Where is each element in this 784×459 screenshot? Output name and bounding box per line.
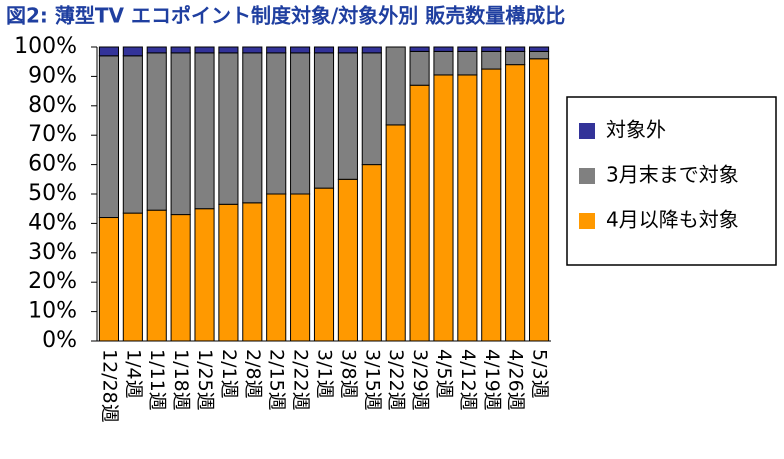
- bar-segment: [433, 74, 454, 342]
- x-tick-label: 1/4週: [122, 349, 144, 399]
- y-tick-label: 50%: [28, 181, 77, 206]
- bar-segment: [313, 187, 335, 342]
- bar-segment: [337, 178, 358, 342]
- bar-segment: [385, 124, 406, 342]
- bar-segment: [266, 193, 287, 342]
- legend-label: 4月以降も対象: [606, 208, 739, 232]
- bar-segment: [290, 46, 311, 54]
- x-tick-label: 3/15週: [361, 349, 383, 411]
- bar-segment: [146, 52, 167, 211]
- bar-segment: [433, 50, 454, 76]
- x-tick-label: 3/1週: [314, 349, 336, 399]
- y-tick-label: 20%: [28, 269, 77, 294]
- bar-segment: [146, 209, 167, 342]
- bar-segment: [194, 46, 215, 54]
- x-tick-label: 4/26週: [505, 349, 527, 411]
- y-tick-label: 90%: [28, 63, 77, 88]
- x-tick-label: 2/1週: [218, 349, 240, 399]
- bar-segment: [313, 52, 335, 189]
- bar-segment: [409, 46, 430, 52]
- bar-segment: [433, 46, 454, 52]
- bar-segment: [313, 46, 335, 54]
- x-tick-label: 12/28週: [98, 349, 120, 423]
- y-tick-label: 60%: [28, 152, 77, 177]
- bar-segment: [361, 164, 382, 342]
- x-tick-label: 5/3週: [529, 349, 551, 399]
- x-tick-label: 3/8週: [337, 349, 359, 399]
- bar-segment: [337, 52, 358, 180]
- bar-segment: [337, 46, 358, 54]
- x-tick-label: 1/18週: [170, 349, 192, 411]
- legend-swatch: [579, 123, 595, 139]
- y-tick-label: 40%: [28, 210, 77, 235]
- legend-label: 対象外: [606, 118, 666, 142]
- bar-segment: [290, 193, 311, 342]
- legend-swatch: [579, 168, 595, 184]
- bar-segment: [194, 208, 215, 342]
- x-tick-label: 4/19週: [481, 349, 503, 411]
- bar-segment: [505, 50, 526, 66]
- bar-segment: [194, 52, 215, 210]
- bar-segment: [170, 46, 191, 54]
- bar-segment: [505, 64, 526, 342]
- bar-segment: [361, 52, 382, 166]
- bar-segment: [146, 46, 167, 54]
- y-tick-label: 10%: [28, 299, 77, 324]
- x-tick-label: 1/25週: [194, 349, 216, 411]
- bar-segment: [457, 74, 478, 342]
- x-tick-label: 2/8週: [242, 349, 264, 399]
- chart-title: 図2: 薄型TV エコポイント制度対象/対象外別 販売数量構成比: [6, 4, 565, 28]
- bar-segment: [266, 52, 287, 195]
- bar-segment: [385, 46, 406, 126]
- bar-segment: [242, 52, 263, 204]
- x-tick-label: 4/5週: [433, 349, 455, 399]
- bar-segment: [528, 46, 550, 52]
- x-tick-label: 3/22週: [385, 349, 407, 411]
- bar-segment: [481, 68, 502, 342]
- y-tick-label: 70%: [28, 122, 77, 147]
- bar-segment: [290, 52, 311, 195]
- x-tick-label: 4/12週: [457, 349, 479, 411]
- x-tick-label: 2/15週: [266, 349, 288, 411]
- bar-segment: [242, 202, 263, 342]
- bar-segment: [505, 46, 526, 52]
- bar-segment: [98, 217, 120, 342]
- bar-segment: [361, 46, 382, 54]
- legend-swatch: [579, 213, 595, 229]
- legend-label: 3月末まで対象: [606, 163, 739, 187]
- x-tick-label: 3/29週: [409, 349, 431, 411]
- y-tick-label: 0%: [42, 328, 77, 353]
- bar-segment: [218, 203, 239, 342]
- bar-segment: [409, 50, 430, 86]
- bar-segment: [409, 84, 430, 342]
- bar-segment: [122, 46, 143, 57]
- bar-segment: [122, 212, 143, 342]
- bar-segment: [98, 46, 120, 57]
- bar-segment: [481, 50, 502, 70]
- x-tick-label: 1/11週: [146, 349, 168, 411]
- x-tick-label: 2/22週: [290, 349, 312, 411]
- bar-segment: [170, 52, 191, 216]
- bar-segment: [242, 46, 263, 54]
- bar-segment: [528, 58, 550, 342]
- legend-box: [566, 96, 777, 266]
- bar-segment: [481, 46, 502, 52]
- bar-segment: [528, 50, 550, 60]
- y-tick-label: 100%: [14, 34, 77, 59]
- bar-segment: [218, 52, 239, 205]
- bar-segment: [170, 214, 191, 342]
- y-tick-label: 80%: [28, 93, 77, 118]
- bar-segment: [98, 55, 120, 219]
- bar-segment: [266, 46, 287, 54]
- y-tick-label: 30%: [28, 240, 77, 265]
- bar-segment: [457, 50, 478, 76]
- bar-segment: [218, 46, 239, 54]
- bar-segment: [457, 46, 478, 52]
- bar-segment: [122, 55, 143, 214]
